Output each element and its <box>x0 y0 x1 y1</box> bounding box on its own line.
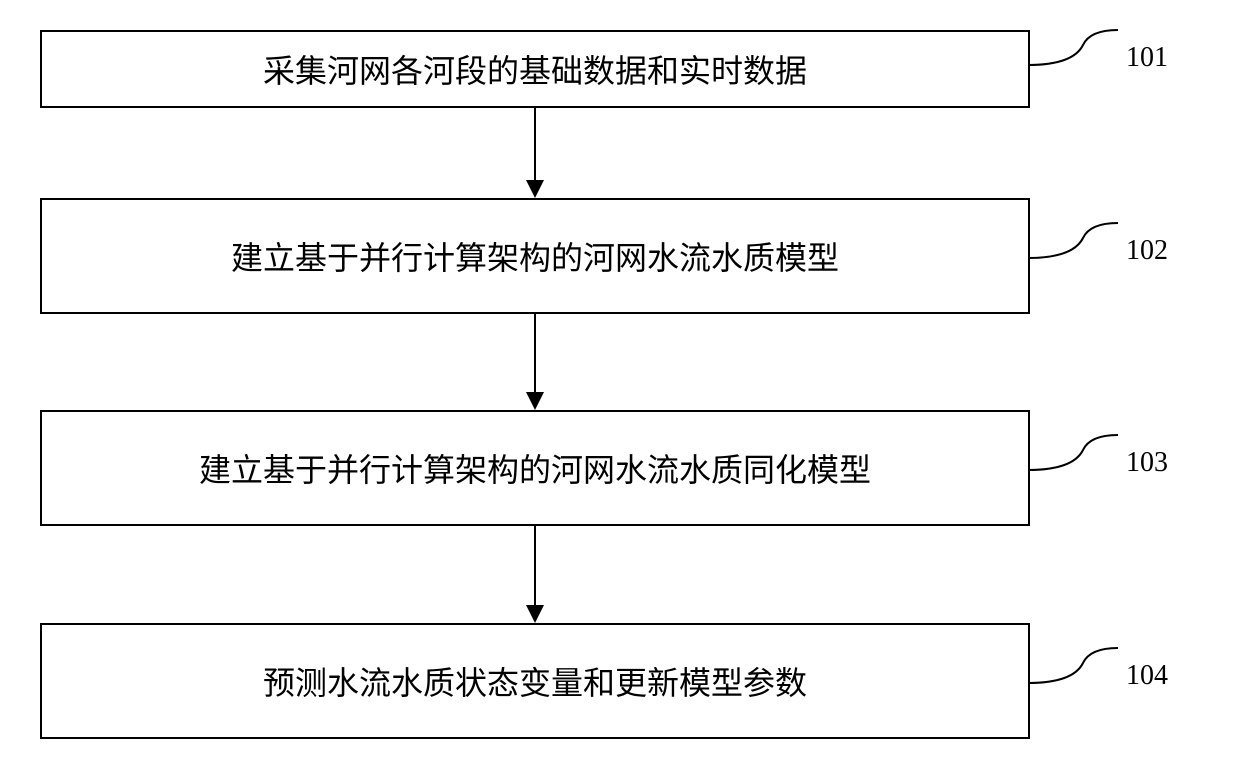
arrow-svg <box>520 108 550 198</box>
flow-box-102: 建立基于并行计算架构的河网水流水质模型 102 <box>40 198 1030 314</box>
arrow-103-104 <box>40 526 1030 623</box>
flow-label-101: 101 <box>1126 42 1168 74</box>
flow-box-text: 建立基于并行计算架构的河网水流水质模型 <box>231 233 839 279</box>
flow-label-103: 103 <box>1126 447 1168 479</box>
flow-box-text: 预测水流水质状态变量和更新模型参数 <box>263 658 807 704</box>
arrow-svg <box>520 526 550 623</box>
label-connector-101 <box>1028 27 1118 77</box>
arrow-102-103 <box>40 314 1030 410</box>
arrow-101-102 <box>40 108 1030 198</box>
flow-box-101: 采集河网各河段的基础数据和实时数据 101 <box>40 30 1030 108</box>
flow-box-text: 采集河网各河段的基础数据和实时数据 <box>263 46 807 92</box>
label-connector-103 <box>1028 432 1118 482</box>
arrow-svg <box>520 314 550 410</box>
flow-box-103: 建立基于并行计算架构的河网水流水质同化模型 103 <box>40 410 1030 526</box>
flow-box-text: 建立基于并行计算架构的河网水流水质同化模型 <box>199 445 871 491</box>
flow-label-104: 104 <box>1126 660 1168 692</box>
label-connector-102 <box>1028 220 1118 270</box>
label-connector-104 <box>1028 645 1118 695</box>
flow-label-102: 102 <box>1126 235 1168 267</box>
flow-box-104: 预测水流水质状态变量和更新模型参数 104 <box>40 623 1030 739</box>
